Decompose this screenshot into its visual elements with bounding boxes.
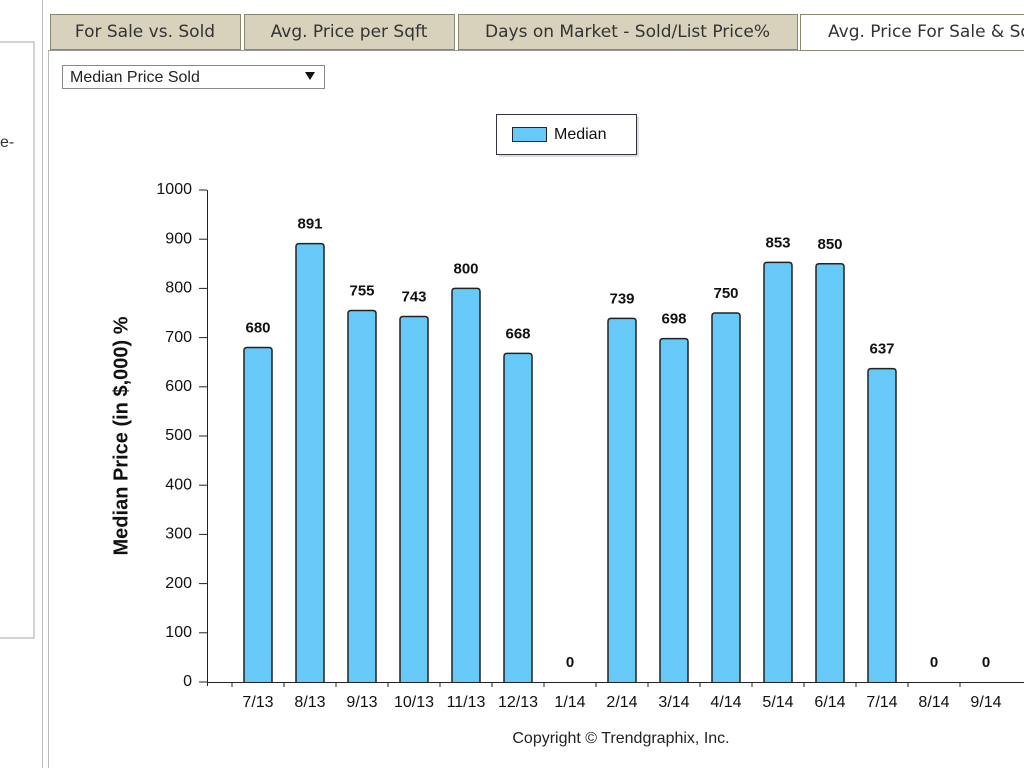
value-label: 637 [869, 341, 894, 358]
value-label: 698 [661, 311, 686, 328]
tab[interactable]: For Sale vs. Sold [50, 14, 241, 50]
value-label: 750 [713, 285, 738, 302]
y-tick-label: 0 [183, 673, 192, 690]
tab[interactable]: Avg. Price For Sale & So [800, 14, 1024, 51]
y-tick-label: 800 [165, 280, 192, 297]
bar [815, 263, 845, 682]
tab-bg [800, 14, 1024, 51]
y-tick-label: 600 [165, 378, 192, 395]
value-label: 668 [505, 325, 530, 342]
x-tick-label: 7/14 [866, 694, 897, 711]
value-label: 853 [765, 234, 790, 251]
value-label: 0 [982, 654, 990, 671]
value-label: 800 [453, 260, 478, 277]
value-label: 739 [609, 290, 634, 307]
bar [711, 312, 741, 682]
legend [496, 114, 639, 157]
copyright: Copyright © Trendgraphix, Inc. [512, 730, 729, 747]
tab-label: Avg. Price per Sqft [271, 22, 428, 42]
tab-label: Days on Market - Sold/List Price% [485, 22, 770, 42]
bar [399, 315, 429, 682]
bar [763, 261, 793, 682]
x-tick-label: 8/13 [294, 694, 325, 711]
tab-label: Avg. Price For Sale & So [828, 22, 1024, 42]
bar [347, 309, 377, 682]
value-label: 891 [297, 216, 322, 233]
x-tick-label: 1/14 [554, 694, 585, 711]
value-label: 680 [245, 319, 270, 336]
dropdown-text: Median Price Sold [70, 69, 200, 86]
sidebar-text: e- [0, 134, 14, 151]
y-tick-label: 200 [165, 575, 192, 592]
x-tick-label: 5/14 [762, 694, 793, 711]
x-tick-label: 4/14 [710, 694, 741, 711]
tab-bg [244, 14, 455, 50]
bar [295, 242, 325, 682]
x-tick-label: 7/13 [242, 694, 273, 711]
y-tick-label: 700 [165, 329, 192, 346]
bar [867, 367, 897, 682]
value-label: 850 [817, 236, 842, 253]
value-label: 0 [566, 654, 574, 671]
value-label: 0 [930, 654, 938, 671]
y-tick-label: 400 [165, 476, 192, 493]
y-tick-label: 100 [165, 624, 192, 641]
y-tick-label: 900 [165, 230, 192, 247]
x-tick-label: 6/14 [814, 694, 845, 711]
x-tick-label: 2/14 [606, 694, 637, 711]
y-tick-label: 300 [165, 526, 192, 543]
tab-label: For Sale vs. Sold [75, 22, 215, 42]
tab[interactable]: Avg. Price per Sqft [244, 14, 455, 50]
x-tick-label: 9/14 [970, 694, 1001, 711]
bar [243, 346, 273, 682]
dropdown[interactable]: Median Price Sold [62, 65, 325, 89]
x-tick-label: 11/13 [447, 694, 486, 711]
bar [659, 337, 689, 682]
y-tick-label: 1000 [156, 181, 192, 198]
bar [451, 287, 481, 682]
y-tick-label: 500 [165, 427, 192, 444]
value-label: 755 [349, 283, 374, 300]
bar [503, 352, 533, 682]
dropdown-arrow [305, 72, 315, 80]
legend-swatch [512, 127, 547, 142]
bar [607, 317, 637, 682]
value-label: 743 [401, 288, 426, 305]
tab-bg [50, 14, 241, 50]
tab[interactable]: Days on Market - Sold/List Price% [458, 14, 798, 50]
tab-bg [458, 14, 798, 50]
x-tick-label: 12/13 [498, 694, 538, 711]
legend-label: Median [554, 126, 606, 143]
x-tick-label: 8/14 [918, 694, 949, 711]
x-tick-label: 10/13 [394, 694, 434, 711]
x-tick-label: 3/14 [658, 694, 689, 711]
x-tick-label: 9/13 [346, 694, 377, 711]
y-axis-title: Median Price (in $,000) % [110, 316, 132, 555]
sidebar [0, 41, 35, 639]
